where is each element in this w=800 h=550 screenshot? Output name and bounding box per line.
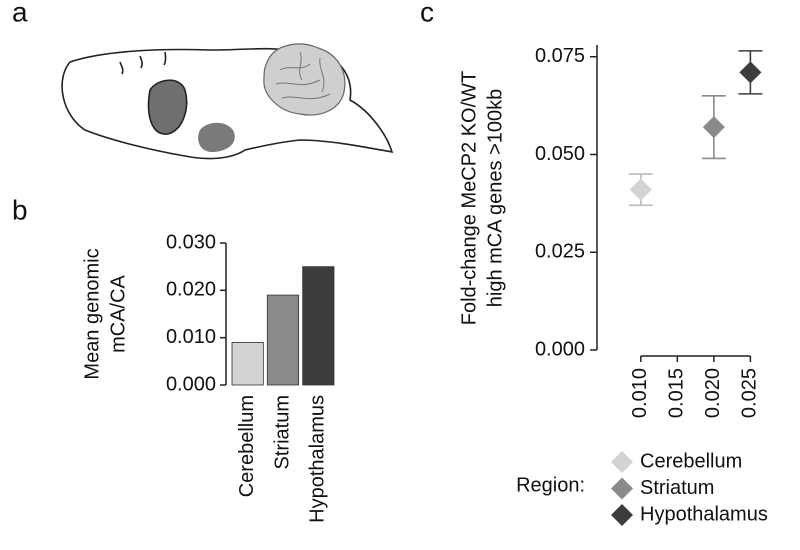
legend-swatch <box>611 504 633 526</box>
panel-label: c <box>420 0 434 27</box>
legend-label: Hypothalamus <box>640 503 768 525</box>
x-tick-label: Hypothalamus <box>307 395 329 523</box>
x-tick-label: 0.020 <box>702 368 724 418</box>
bar <box>266 294 300 386</box>
y-tick-label: 0.000 <box>535 338 585 360</box>
y-tick-label: 0.020 <box>166 279 216 301</box>
point <box>739 61 762 84</box>
y-axis-label: Mean genomic <box>81 248 103 379</box>
x-tick-label: 0.015 <box>666 368 688 418</box>
point <box>629 178 652 201</box>
bar <box>231 341 264 386</box>
y-tick-label: 0.050 <box>535 143 585 165</box>
x-tick-label: Striatum <box>271 395 293 469</box>
panel-label: b <box>12 194 28 225</box>
y-axis-label: high mCA genes >100kb <box>484 89 506 308</box>
x-tick-label: Cerebellum <box>236 395 258 497</box>
y-tick-label: 0.000 <box>166 373 216 395</box>
panel-label: a <box>12 0 28 27</box>
y-axis-label: Fold-change MeCP2 KO/WT <box>458 71 480 326</box>
point <box>702 116 725 139</box>
legend-swatch <box>611 451 633 473</box>
legend-title: Region: <box>516 474 585 496</box>
legend-label: Cerebellum <box>640 450 742 472</box>
x-tick-label: 0.010 <box>629 368 651 418</box>
y-tick-label: 0.075 <box>535 45 585 67</box>
x-tick-label: 0.025 <box>739 368 761 418</box>
y-tick-label: 0.025 <box>535 241 585 263</box>
y-tick-label: 0.030 <box>166 231 216 253</box>
y-tick-label: 0.010 <box>166 326 216 348</box>
y-axis-label: mCA/CA <box>107 274 129 352</box>
legend-swatch <box>611 477 633 500</box>
bar <box>302 266 335 386</box>
brain-drawing <box>61 43 394 160</box>
legend-label: Striatum <box>640 477 714 499</box>
